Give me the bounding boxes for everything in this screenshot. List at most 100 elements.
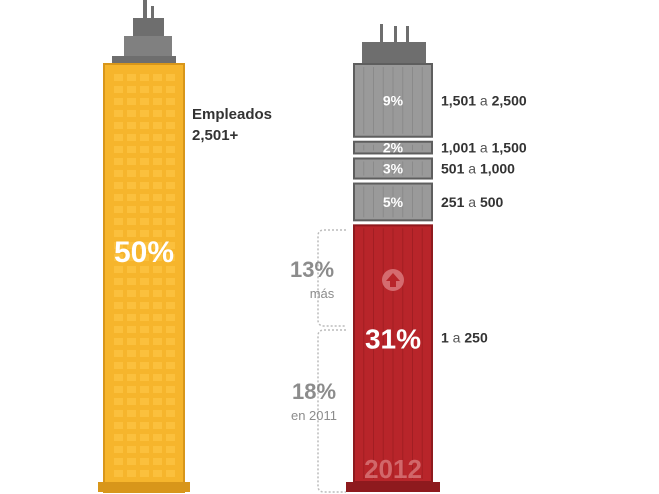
left-window xyxy=(166,446,175,453)
left-window xyxy=(153,290,162,297)
right-segment-range: 501 a 1,000 xyxy=(441,161,515,177)
left-window xyxy=(114,182,123,189)
range-connector: a xyxy=(464,194,480,210)
left-window xyxy=(140,386,149,393)
left-window xyxy=(127,134,136,141)
left-window xyxy=(140,290,149,297)
left-window xyxy=(153,410,162,417)
left-window xyxy=(140,398,149,405)
left-window xyxy=(166,314,175,321)
left-window xyxy=(166,218,175,225)
left-window xyxy=(166,74,175,81)
previous-value: 18% xyxy=(292,379,336,404)
left-window xyxy=(127,230,136,237)
left-window xyxy=(114,110,123,117)
left-window xyxy=(127,290,136,297)
left-window xyxy=(114,266,123,273)
previous-bracket xyxy=(317,329,346,493)
left-window xyxy=(153,206,162,213)
left-window xyxy=(140,182,149,189)
left-window xyxy=(166,182,175,189)
left-window xyxy=(166,338,175,345)
right-roof xyxy=(362,42,426,64)
left-window xyxy=(153,422,162,429)
left-window xyxy=(127,446,136,453)
left-window xyxy=(127,194,136,201)
left-window xyxy=(153,110,162,117)
left-windows xyxy=(114,74,175,477)
left-window xyxy=(140,194,149,201)
left-window xyxy=(140,230,149,237)
left-window xyxy=(166,302,175,309)
left-roof-tier-bottom xyxy=(112,56,176,66)
left-window xyxy=(140,338,149,345)
left-window xyxy=(166,350,175,357)
right-segment-value: 5% xyxy=(383,194,404,210)
left-window xyxy=(140,146,149,153)
left-window xyxy=(127,326,136,333)
left-window xyxy=(114,86,123,93)
range-connector: a xyxy=(476,92,492,108)
right-segment-range: 1 a 250 xyxy=(441,330,488,346)
left-window xyxy=(166,410,175,417)
left-window xyxy=(153,266,162,273)
left-window xyxy=(166,230,175,237)
left-window xyxy=(140,422,149,429)
left-window xyxy=(140,314,149,321)
left-building: 50% xyxy=(98,0,190,493)
left-window xyxy=(166,146,175,153)
left-window xyxy=(127,266,136,273)
left-window xyxy=(127,362,136,369)
left-window xyxy=(114,350,123,357)
left-window xyxy=(127,242,136,249)
left-window xyxy=(127,386,136,393)
left-window xyxy=(153,386,162,393)
left-window xyxy=(166,386,175,393)
range-to: 500 xyxy=(480,194,504,210)
left-window xyxy=(140,74,149,81)
left-window xyxy=(153,326,162,333)
left-window xyxy=(114,386,123,393)
previous-label: en 2011 xyxy=(291,408,337,423)
left-window xyxy=(127,254,136,261)
left-window xyxy=(127,218,136,225)
left-window xyxy=(166,86,175,93)
left-window xyxy=(140,86,149,93)
left-window xyxy=(127,374,136,381)
left-window xyxy=(166,266,175,273)
left-window xyxy=(127,350,136,357)
left-window xyxy=(153,338,162,345)
right-segment-labels: 1,501 a 2,500 1,001 a 1,500 501 a 1,000 251… xyxy=(441,92,527,345)
left-roof-tier-mid xyxy=(124,36,172,58)
left-window xyxy=(140,278,149,285)
range-from: 251 xyxy=(441,194,465,210)
left-window xyxy=(166,254,175,261)
left-window xyxy=(153,362,162,369)
left-window xyxy=(166,362,175,369)
left-window xyxy=(140,350,149,357)
left-window xyxy=(153,446,162,453)
left-window xyxy=(114,446,123,453)
left-window xyxy=(166,398,175,405)
range-to: 1,000 xyxy=(480,161,515,177)
left-window xyxy=(127,206,136,213)
left-window xyxy=(114,338,123,345)
left-window xyxy=(140,122,149,129)
left-window xyxy=(114,290,123,297)
left-window xyxy=(166,122,175,129)
right-building: 9% 2% 3% 5% 31% 2012 xyxy=(346,24,440,492)
left-window xyxy=(140,98,149,105)
range-from: 1,501 xyxy=(441,92,476,108)
left-window xyxy=(114,206,123,213)
left-window xyxy=(127,146,136,153)
left-window xyxy=(114,230,123,237)
left-window xyxy=(153,86,162,93)
left-window xyxy=(127,158,136,165)
left-window xyxy=(127,458,136,465)
left-window xyxy=(140,158,149,165)
left-window xyxy=(140,206,149,213)
left-window xyxy=(153,182,162,189)
left-window xyxy=(114,314,123,321)
left-window xyxy=(114,242,123,249)
